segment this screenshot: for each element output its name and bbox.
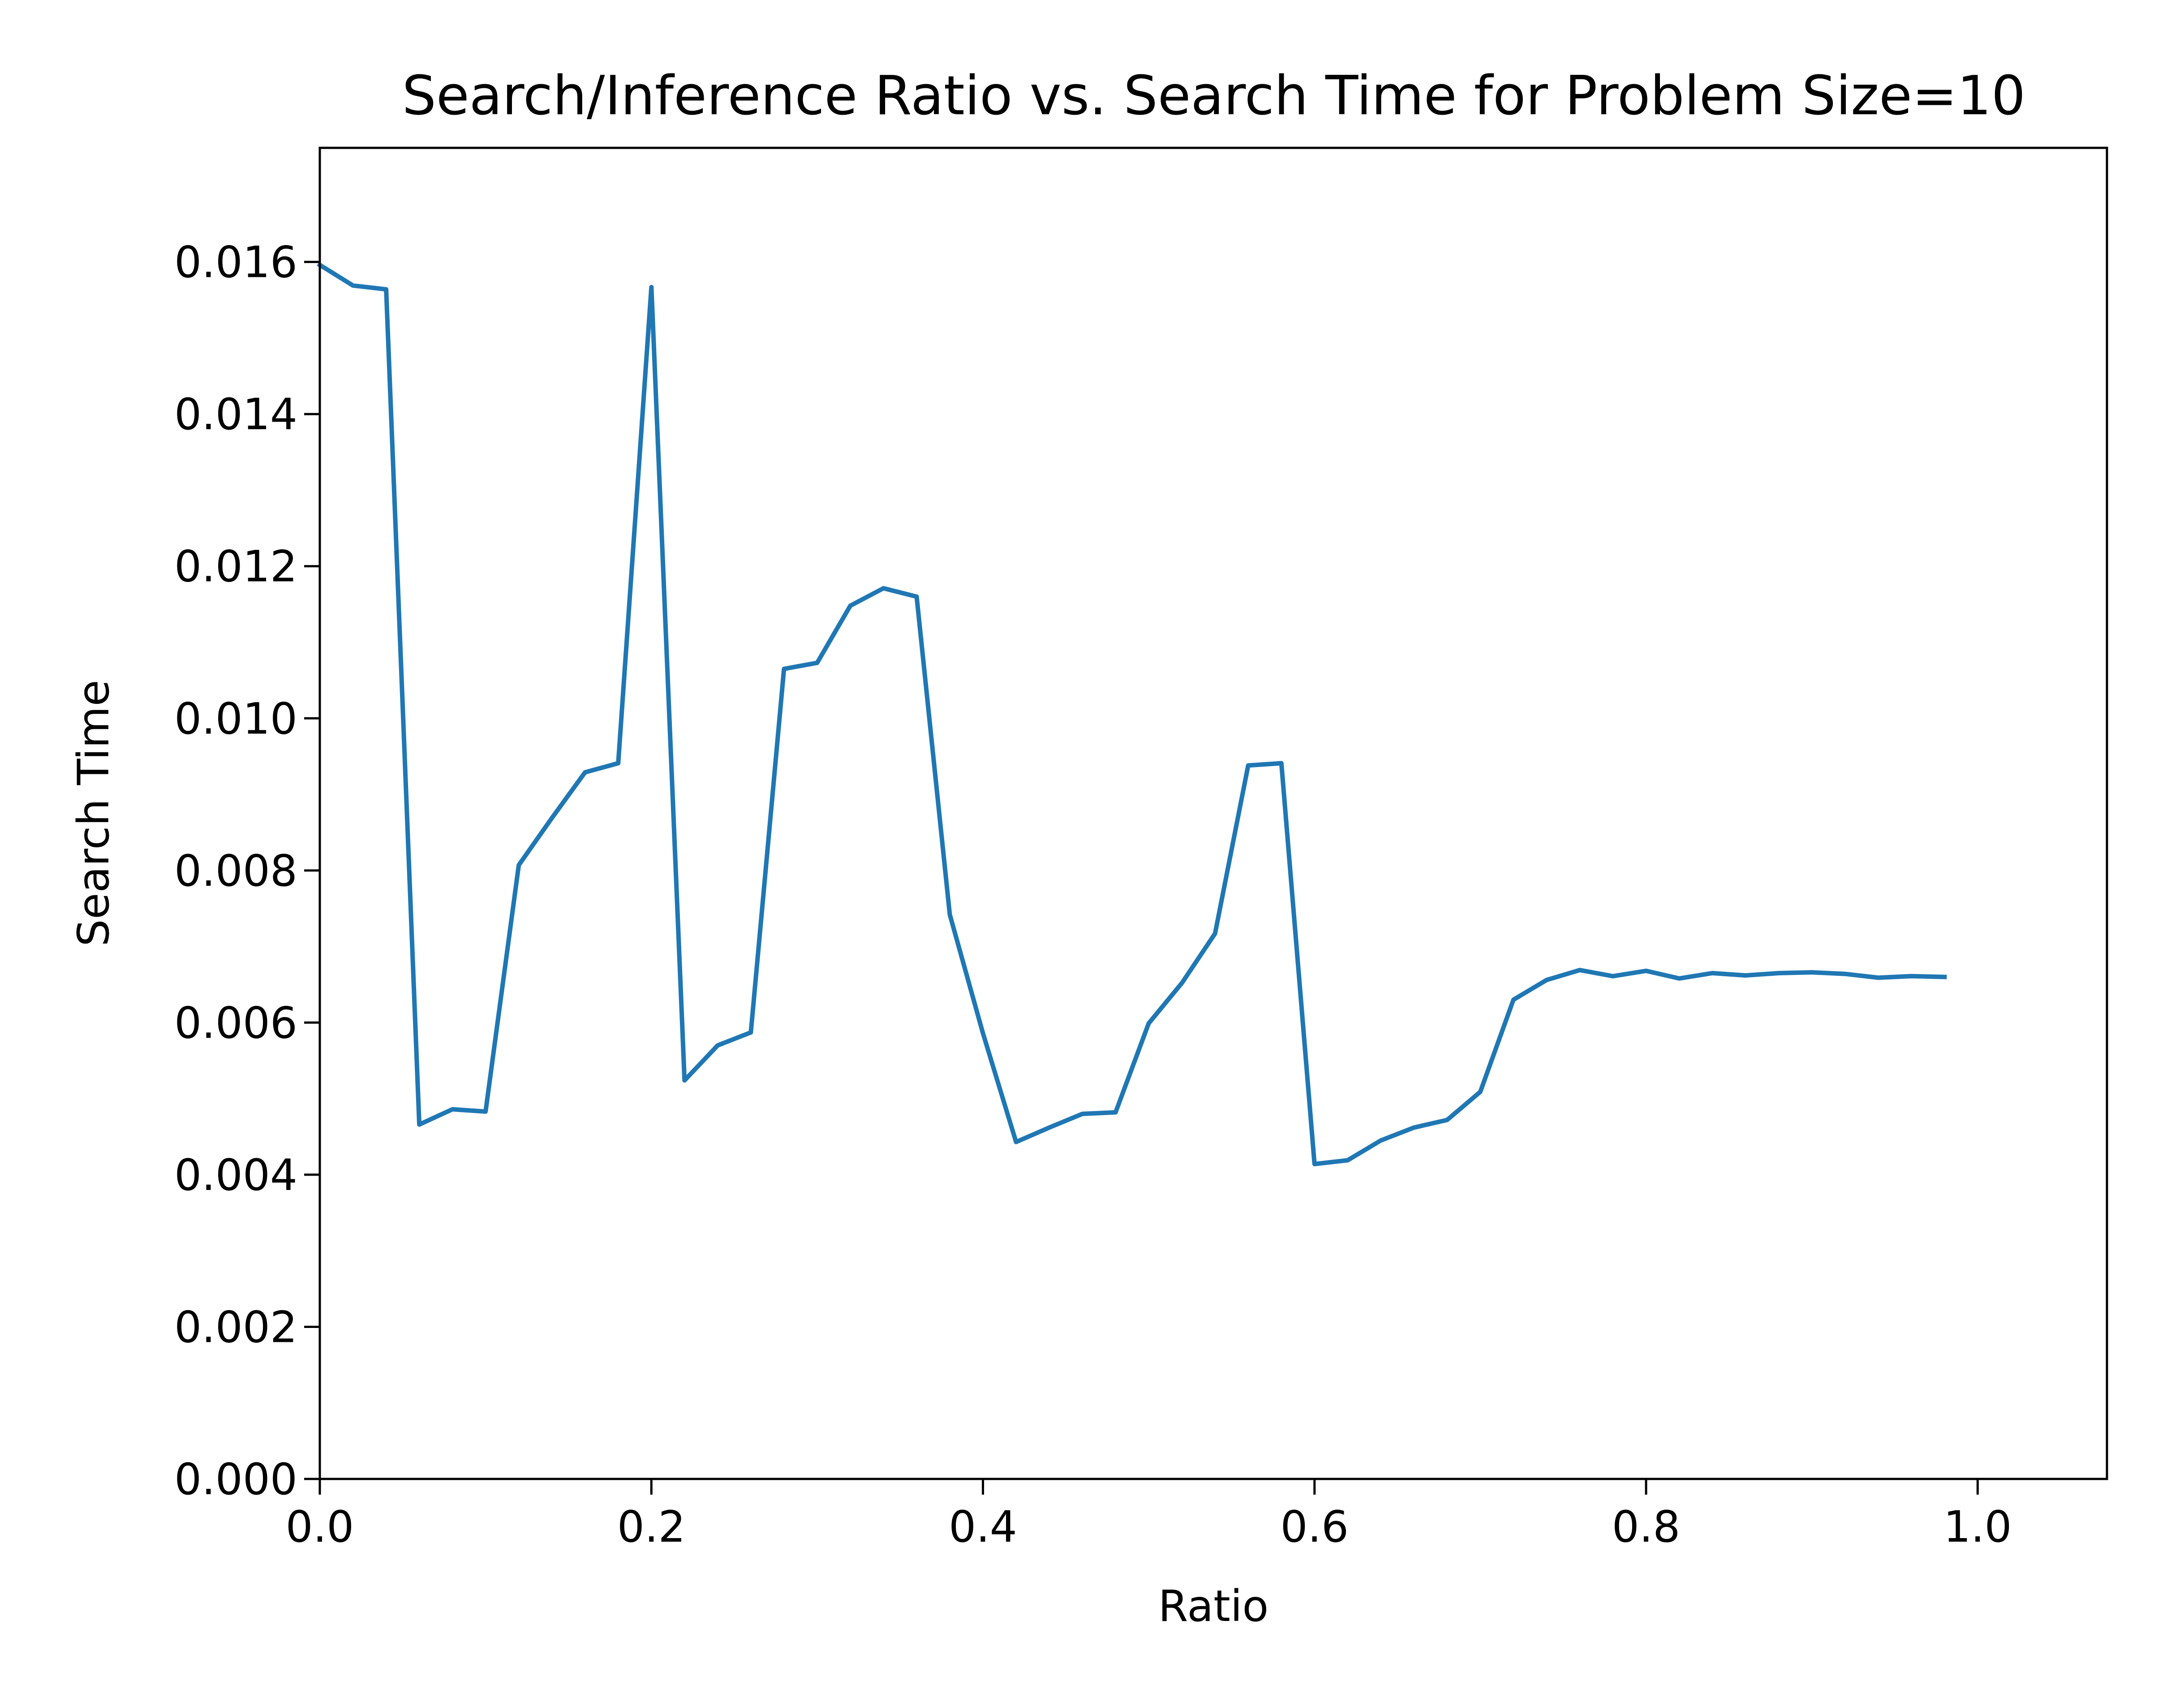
y-axis-label: Search Time — [69, 680, 119, 946]
x-tick-label: 0.0 — [286, 1502, 354, 1552]
series-line-0 — [317, 262, 1947, 1167]
x-axis-label: Ratio — [1158, 1581, 1268, 1631]
y-tick-label: 0.002 — [174, 1302, 297, 1352]
y-tick-label: 0.010 — [174, 694, 297, 744]
chart-title: Search/Inference Ratio vs. Search Time f… — [402, 65, 2026, 127]
y-tick-label: 0.000 — [174, 1454, 297, 1504]
x-tick-label: 0.4 — [949, 1502, 1017, 1552]
x-tick-label: 1.0 — [1943, 1502, 2012, 1552]
x-tick-label: 0.8 — [1612, 1502, 1681, 1552]
y-tick-label: 0.006 — [174, 998, 297, 1048]
y-tick-label: 0.012 — [174, 542, 297, 592]
y-tick-label: 0.016 — [174, 237, 297, 288]
x-tick-label: 0.6 — [1280, 1502, 1349, 1552]
axes-frame — [318, 147, 2108, 1480]
y-tick-label: 0.014 — [174, 389, 297, 440]
y-tick-label: 0.004 — [174, 1150, 297, 1200]
x-tick-label: 0.2 — [617, 1502, 686, 1552]
x-axis: 0.0 0.2 0.4 0.6 0.8 1.0 — [286, 1479, 2012, 1552]
series-layer — [317, 262, 1947, 1167]
y-axis: 0.000 0.002 0.004 0.006 0.008 0.010 0.012 0.014… — [174, 237, 320, 1504]
y-tick-label: 0.008 — [174, 846, 297, 896]
